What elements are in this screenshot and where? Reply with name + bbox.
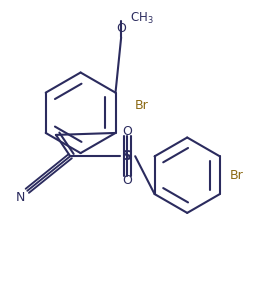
Text: O: O bbox=[116, 22, 126, 35]
Text: Br: Br bbox=[135, 99, 149, 112]
Text: O: O bbox=[122, 125, 132, 138]
Text: Br: Br bbox=[229, 169, 243, 182]
Text: CH$_3$: CH$_3$ bbox=[130, 12, 154, 26]
Text: S: S bbox=[122, 149, 132, 163]
Text: O: O bbox=[122, 175, 132, 187]
Text: N: N bbox=[16, 191, 25, 204]
